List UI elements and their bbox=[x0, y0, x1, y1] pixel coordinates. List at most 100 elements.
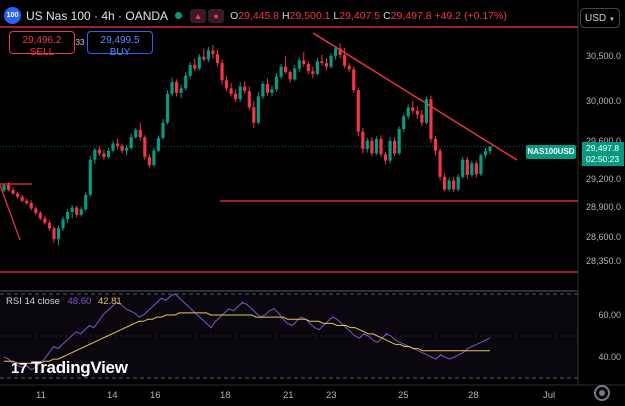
candle-body bbox=[238, 86, 242, 100]
candle-body bbox=[424, 99, 429, 123]
tradingview-logo[interactable]: 17 TradingView bbox=[11, 358, 128, 377]
candle-body bbox=[70, 207, 74, 213]
descending-trendline bbox=[312, 32, 518, 161]
candle-body bbox=[34, 208, 38, 213]
price-axis-label: 29,200.0 bbox=[585, 174, 621, 184]
candle-body bbox=[134, 129, 138, 138]
candle-body bbox=[361, 131, 365, 149]
candle-body bbox=[429, 99, 433, 139]
candle-body bbox=[38, 212, 42, 219]
candle-body bbox=[402, 116, 406, 129]
candle-body bbox=[265, 83, 270, 93]
candle-body bbox=[279, 66, 283, 77]
sell-button[interactable]: 29,496.2 SELL bbox=[9, 31, 75, 58]
candle-body bbox=[220, 63, 224, 81]
last-price-tag: 29,497.8 02:50:23 bbox=[582, 142, 624, 166]
candle-body bbox=[102, 153, 106, 157]
candle-body bbox=[329, 55, 333, 67]
symbol-price-tag: NAS100USD bbox=[526, 145, 576, 159]
candle-body bbox=[234, 93, 238, 100]
bar-countdown: 02:50:23 bbox=[586, 154, 620, 164]
candle-body bbox=[488, 146, 492, 152]
candle-body bbox=[97, 149, 101, 154]
candle-body bbox=[11, 189, 15, 194]
candle-body bbox=[261, 83, 265, 97]
candle-body bbox=[88, 159, 92, 195]
price-change: +49.2 (+0.17%) bbox=[434, 9, 507, 22]
candle-body bbox=[270, 89, 274, 93]
candle-body bbox=[43, 218, 47, 223]
candle-body bbox=[288, 72, 292, 80]
gear-icon[interactable] bbox=[594, 385, 610, 401]
candle-body bbox=[65, 212, 70, 220]
candle-body bbox=[374, 138, 379, 154]
candle-body bbox=[115, 143, 120, 147]
candle-body bbox=[20, 196, 24, 201]
candle-body bbox=[433, 138, 438, 151]
candle-body bbox=[129, 137, 133, 148]
candle-body bbox=[125, 147, 129, 151]
time-axis-label: 25 bbox=[398, 390, 409, 401]
candle-body bbox=[138, 129, 142, 138]
candle-body bbox=[397, 128, 401, 154]
candle-body bbox=[315, 61, 319, 74]
candle-body bbox=[202, 56, 206, 60]
flag-icon[interactable]: ● bbox=[208, 8, 225, 23]
candle-body bbox=[93, 149, 97, 160]
candle-body bbox=[343, 54, 347, 66]
spread-value: 33 bbox=[75, 38, 85, 47]
candle-body bbox=[393, 140, 397, 154]
rsi-legend[interactable]: RSI 14 close 48.60 42.81 bbox=[6, 296, 122, 307]
alert-icon[interactable]: ▲ bbox=[190, 8, 207, 23]
price-axis-label: 29,600.0 bbox=[585, 136, 621, 146]
candle-body bbox=[474, 163, 478, 175]
candle-body bbox=[347, 65, 351, 70]
candle-body bbox=[415, 110, 419, 115]
rsi-axis-label: 60.00 bbox=[598, 310, 621, 320]
currency-select[interactable]: USD ▾ bbox=[580, 8, 620, 28]
rsi-axis-label: 40.00 bbox=[598, 352, 621, 362]
rsi-value: 48.60 bbox=[67, 296, 92, 307]
candle-body bbox=[442, 176, 447, 190]
rsi-ma-value: 42.81 bbox=[97, 296, 122, 307]
candle-body bbox=[147, 156, 151, 166]
symbol-title[interactable]: US Nas 100 · 4h · OANDA bbox=[26, 8, 169, 23]
candle-body bbox=[274, 76, 279, 90]
candle-body bbox=[465, 159, 469, 176]
buy-button[interactable]: 29,499.5 BUY bbox=[87, 31, 153, 58]
price-axis-label: 28,600.0 bbox=[585, 232, 621, 242]
candle-body bbox=[211, 50, 215, 55]
candle-body bbox=[420, 114, 424, 123]
time-axis-label: 16 bbox=[150, 390, 161, 401]
buy-label: BUY bbox=[109, 47, 131, 58]
candle-body bbox=[61, 219, 65, 229]
sell-label: SELL bbox=[29, 47, 55, 58]
candle-body bbox=[383, 154, 388, 161]
rsi-ma-line bbox=[4, 312, 490, 364]
candle-body bbox=[447, 180, 451, 190]
candle-body bbox=[311, 71, 315, 74]
candle-body bbox=[106, 150, 111, 157]
candle-body bbox=[479, 155, 483, 175]
candle-body bbox=[320, 61, 324, 64]
candle-body bbox=[224, 80, 229, 89]
candle-body bbox=[84, 194, 88, 210]
candle-body bbox=[6, 184, 11, 190]
candle-body bbox=[156, 138, 161, 151]
candle-body bbox=[170, 82, 174, 94]
price-axis-label: 28,350.0 bbox=[585, 256, 621, 266]
time-axis-label: 14 bbox=[107, 390, 118, 401]
candle-body bbox=[470, 163, 474, 176]
candle-body bbox=[56, 228, 61, 240]
left-trendline bbox=[0, 184, 21, 241]
candle-body bbox=[193, 64, 197, 69]
candle-body bbox=[152, 150, 156, 166]
candle-body bbox=[229, 88, 233, 94]
candle-body bbox=[365, 140, 369, 149]
symbol-logo-icon: 100 bbox=[4, 7, 21, 24]
candle-body bbox=[25, 200, 29, 204]
price-axis-label: 30,500.0 bbox=[585, 51, 621, 61]
candle-body bbox=[483, 151, 488, 156]
candle-body bbox=[120, 146, 124, 151]
